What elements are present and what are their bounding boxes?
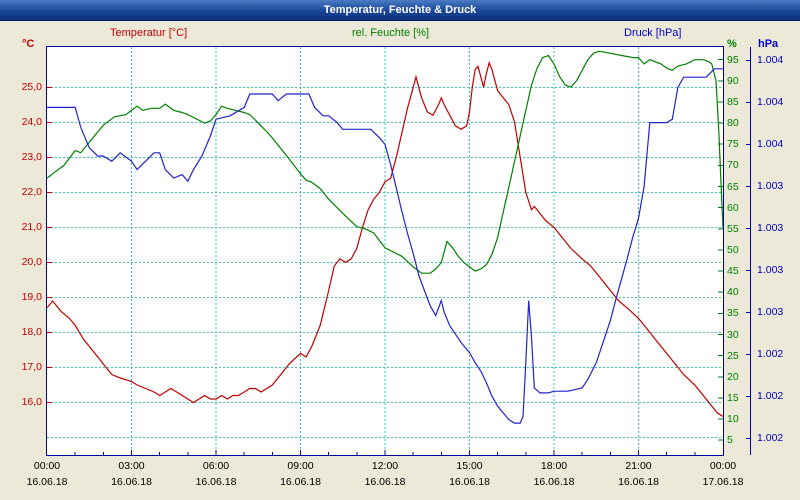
time-axis-label: 15:00 xyxy=(456,460,483,472)
temperature-axis-label: 17,0 xyxy=(21,361,42,374)
pressure-axis-label: 1.003 xyxy=(757,180,784,193)
humidity-axis-label: 20 xyxy=(727,370,739,383)
temperature-axis-unit: °C xyxy=(22,38,35,50)
date-axis-label: 16.06.18 xyxy=(195,476,237,488)
date-axis-label: 16.06.18 xyxy=(111,476,152,488)
time-axis-label: 21:00 xyxy=(625,460,652,472)
temperature-axis-label: 25,0 xyxy=(21,81,42,94)
humidity-axis-label: 40 xyxy=(727,286,739,299)
humidity-axis-label: 95 xyxy=(727,53,739,66)
pressure-axis-label: 1.002 xyxy=(757,432,784,445)
time-axis-label: 18:00 xyxy=(540,460,568,472)
humidity-axis-label: 50 xyxy=(727,243,739,256)
humidity-axis-label: 75 xyxy=(727,138,739,151)
pressure-axis-label: 1.003 xyxy=(757,306,784,319)
temperature-axis-label: 23,0 xyxy=(21,151,42,164)
time-axis-label: 12:00 xyxy=(371,460,399,472)
pressure-axis-label: 1.004 xyxy=(757,54,784,67)
humidity-axis-label: 70 xyxy=(727,159,739,172)
time-axis-label: 09:00 xyxy=(287,460,314,472)
date-axis-label: 16.06.18 xyxy=(280,476,321,488)
pressure-axis-label: 1.003 xyxy=(757,264,784,277)
window-title: Temperatur, Feuchte & Druck xyxy=(323,4,477,16)
pressure-axis-label: 1.004 xyxy=(757,138,784,151)
humidity-axis-label: 45 xyxy=(727,265,739,278)
humidity-axis-label: 35 xyxy=(727,307,739,320)
druck-series-line xyxy=(47,68,723,424)
pressure-axis-label: 1.004 xyxy=(757,96,784,109)
pressure-axis-label: 1.003 xyxy=(757,222,784,235)
humidity-axis-label: 15 xyxy=(727,391,739,404)
temperature-axis-label: 19,0 xyxy=(21,291,42,304)
humidity-axis-label: 65 xyxy=(727,180,739,193)
humidity-axis-label: 30 xyxy=(727,328,739,341)
date-axis-label: 16.06.18 xyxy=(449,476,490,488)
temperature-axis-label: 21,0 xyxy=(21,221,42,234)
time-axis-label: 06:00 xyxy=(202,460,230,472)
legend-humidity: rel. Feuchte [%] xyxy=(352,27,430,39)
humidity-axis-label: 80 xyxy=(727,117,739,130)
pressure-axis-label: 1.002 xyxy=(757,390,784,403)
window-titlebar: Temperatur, Feuchte & Druck xyxy=(0,0,800,21)
date-axis-label: 17.06.18 xyxy=(702,476,744,488)
chart-canvas xyxy=(47,47,723,455)
time-axis-label: 00:00 xyxy=(33,460,61,472)
humidity-axis-label: 25 xyxy=(727,349,739,362)
legend-pressure: Druck [hPa] xyxy=(624,27,682,39)
legend-temperature: Temperatur [°C] xyxy=(110,27,188,39)
humidity-axis-label: 85 xyxy=(727,95,739,108)
humidity-axis-label: 55 xyxy=(727,222,739,235)
temperature-axis-label: 18,0 xyxy=(21,326,42,339)
date-axis-label: 16.06.18 xyxy=(26,476,68,488)
pressure-axis-label: 1.002 xyxy=(757,348,784,361)
humidity-axis-label: 60 xyxy=(727,201,739,214)
pressure-axis-line xyxy=(750,47,751,455)
temperature-axis-label: 24,0 xyxy=(21,116,42,129)
temperature-axis-label: 20,0 xyxy=(21,256,42,269)
temperatur-series-line xyxy=(47,60,723,418)
plot-area[interactable] xyxy=(46,46,724,456)
humidity-axis-label: 5 xyxy=(727,434,733,447)
rel-feuchte-series-line xyxy=(47,50,723,274)
time-axis-label: 03:00 xyxy=(118,460,145,472)
temperature-axis-label: 22,0 xyxy=(21,186,42,199)
date-axis-label: 16.06.18 xyxy=(533,476,575,488)
humidity-axis-label: 90 xyxy=(727,74,739,87)
humidity-axis-label: 10 xyxy=(727,413,739,426)
time-axis-label: 00:00 xyxy=(709,460,737,472)
temperature-axis-label: 16,0 xyxy=(21,396,42,409)
pressure-axis-unit: hPa xyxy=(758,38,779,50)
date-axis-label: 16.06.18 xyxy=(364,476,406,488)
date-axis-label: 16.06.18 xyxy=(618,476,659,488)
humidity-axis-unit: % xyxy=(727,38,737,50)
